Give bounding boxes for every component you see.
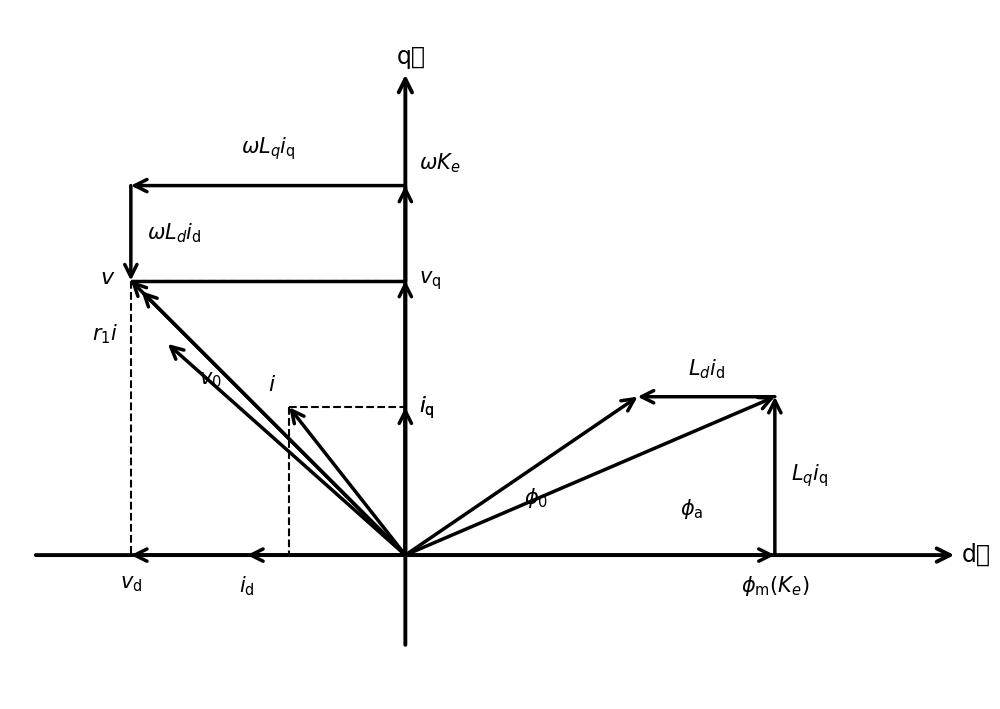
Text: $i_{\rm q}$: $i_{\rm q}$ bbox=[419, 394, 435, 420]
Text: $v$: $v$ bbox=[100, 269, 115, 289]
Text: $v_0$: $v_0$ bbox=[199, 370, 222, 391]
Text: $i_{\rm q}$: $i_{\rm q}$ bbox=[419, 394, 435, 420]
Text: $\phi_{\rm a}$: $\phi_{\rm a}$ bbox=[680, 497, 703, 521]
Text: $v_{\rm d}$: $v_{\rm d}$ bbox=[120, 574, 142, 594]
Text: $i_{\rm d}$: $i_{\rm d}$ bbox=[239, 574, 255, 598]
Text: $\omega L_q i_{\rm q}$: $\omega L_q i_{\rm q}$ bbox=[241, 135, 295, 162]
Text: $L_q i_{\rm q}$: $L_q i_{\rm q}$ bbox=[791, 462, 828, 489]
Text: $\phi_0$: $\phi_0$ bbox=[524, 486, 548, 510]
Text: $\omega K_e$: $\omega K_e$ bbox=[419, 152, 461, 175]
Text: $\phi_{\rm m}(K_e)$: $\phi_{\rm m}(K_e)$ bbox=[741, 574, 809, 598]
Text: q轴: q轴 bbox=[397, 45, 426, 69]
Text: d轴: d轴 bbox=[962, 543, 991, 567]
Text: $L_d i_{\rm d}$: $L_d i_{\rm d}$ bbox=[688, 357, 725, 381]
Text: $\omega L_d i_{\rm d}$: $\omega L_d i_{\rm d}$ bbox=[147, 221, 201, 245]
Text: $i$: $i$ bbox=[268, 374, 277, 395]
Text: $v_{\rm q}$: $v_{\rm q}$ bbox=[419, 269, 441, 292]
Text: $r_1 i$: $r_1 i$ bbox=[92, 323, 118, 347]
